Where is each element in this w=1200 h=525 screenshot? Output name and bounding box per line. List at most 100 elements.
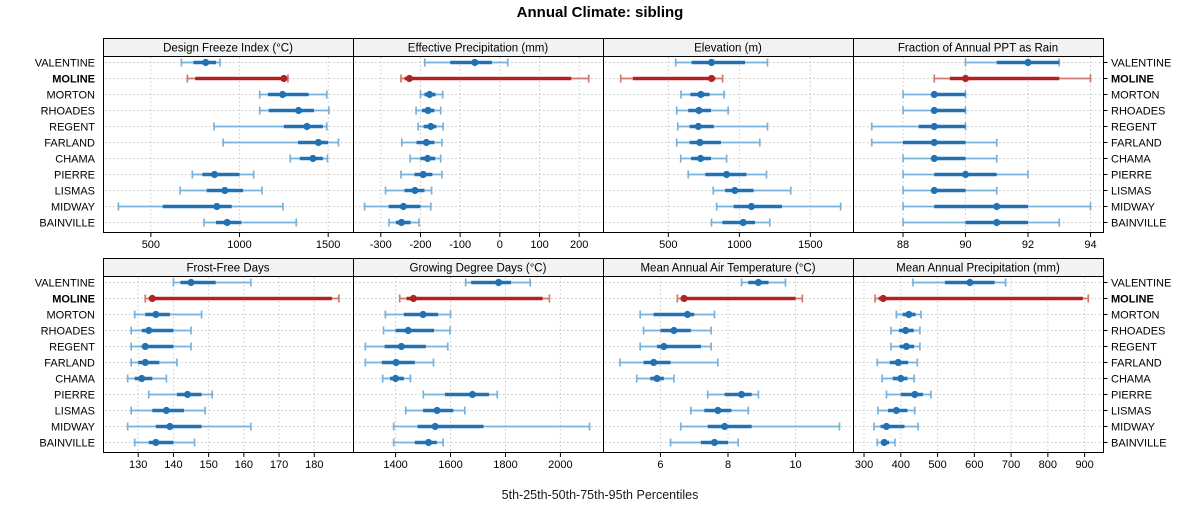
axis-tick-label: 1400 [383, 459, 407, 471]
median-dot [424, 154, 432, 163]
axis-tick-label: 500 [928, 459, 946, 471]
median-dot [911, 390, 919, 399]
median-dot [405, 74, 413, 83]
axis-tick-label: 100 [530, 239, 548, 251]
row-label-left: FARLAND [44, 358, 95, 370]
median-dot [294, 106, 303, 115]
median-dot [739, 218, 747, 227]
axis-tick-label: -200 [409, 239, 431, 251]
median-dot [707, 58, 716, 67]
axis-tick-label: 300 [855, 459, 873, 471]
row-label-left: MORTON [47, 310, 96, 322]
median-dot [183, 390, 192, 399]
median-dot [397, 342, 405, 351]
median-dot [422, 138, 431, 147]
median-dot [424, 106, 432, 115]
panel-box [353, 56, 604, 233]
median-dot [138, 374, 146, 383]
row-label-right: LISMAS [1111, 406, 1151, 418]
median-dot [901, 326, 910, 335]
row-label-right: MOLINE [1111, 74, 1154, 86]
axis-tick-label: 600 [965, 459, 983, 471]
row-label-left: MOLINE [52, 74, 95, 86]
row-label-left: MOLINE [52, 294, 95, 306]
axis-tick-label: 800 [1039, 459, 1057, 471]
row-label-left: REGENT [49, 122, 95, 134]
row-label-left: FARLAND [44, 138, 95, 150]
row-label-left: CHAMA [55, 374, 95, 386]
median-dot [1024, 58, 1032, 67]
median-dot [653, 374, 661, 383]
row-label-left: PIERRE [54, 170, 95, 182]
row-label-left: MORTON [47, 90, 96, 102]
median-dot [930, 90, 938, 99]
axis-tick-label: 500 [142, 239, 160, 251]
median-dot [303, 122, 311, 131]
median-dot [894, 358, 902, 367]
median-dot [166, 422, 174, 431]
median-dot [148, 294, 156, 303]
row-label-left: BAINVILLE [39, 438, 95, 450]
median-dot [722, 170, 731, 179]
axis-tick-label: 1000 [727, 239, 751, 251]
median-dot [696, 138, 704, 147]
median-dot [993, 202, 1001, 211]
panel-title: Elevation (m) [694, 43, 762, 55]
row-label-right: MIDWAY [1111, 202, 1156, 214]
row-label-left: LISMAS [55, 186, 95, 198]
median-dot [930, 186, 938, 195]
axis-tick-label: 88 [897, 239, 909, 251]
axis-tick-label: 8 [725, 459, 731, 471]
median-dot [471, 58, 479, 67]
median-dot [411, 186, 419, 195]
row-label-right: MORTON [1111, 90, 1160, 102]
median-dot [747, 202, 756, 211]
row-label-right: MORTON [1111, 310, 1160, 322]
row-label-right: REGENT [1111, 122, 1157, 134]
row-label-left: PIERRE [54, 390, 95, 402]
axis-tick-label: 700 [1002, 459, 1020, 471]
row-label-left: RHOADES [41, 106, 95, 118]
axis-tick-label: 92 [1022, 239, 1034, 251]
median-dot [880, 438, 888, 447]
axis-tick-label: 130 [129, 459, 147, 471]
median-dot [424, 438, 433, 447]
median-dot [419, 170, 427, 179]
axis-tick-label: 180 [305, 459, 323, 471]
median-dot [930, 138, 938, 147]
median-dot [721, 422, 729, 431]
median-dot [210, 170, 219, 179]
row-label-right: CHAMA [1111, 154, 1151, 166]
median-dot [754, 278, 763, 287]
median-dot [993, 218, 1001, 227]
median-dot [187, 278, 195, 287]
median-dot [279, 90, 287, 99]
median-dot [152, 438, 160, 447]
median-dot [695, 106, 703, 115]
median-dot [404, 326, 412, 335]
axis-tick-label: 1500 [316, 239, 340, 251]
row-label-right: FARLAND [1111, 358, 1162, 370]
row-label-right: BAINVILLE [1111, 438, 1167, 450]
median-dot [879, 294, 887, 303]
axis-tick-label: 10 [789, 459, 801, 471]
axis-tick-label: 1500 [798, 239, 822, 251]
median-dot [714, 406, 722, 415]
median-dot [966, 278, 974, 287]
median-dot [897, 374, 905, 383]
median-dot [707, 74, 716, 83]
median-dot [427, 122, 435, 131]
axis-tick-label: 500 [659, 239, 677, 251]
median-dot [683, 310, 692, 319]
median-dot [141, 358, 149, 367]
median-dot [145, 326, 153, 335]
axis-tick-label: 1600 [438, 459, 462, 471]
median-dot [680, 294, 688, 303]
median-dot [223, 218, 231, 227]
chart-title: Annual Climate: sibling [516, 4, 684, 21]
row-label-right: VALENTINE [1111, 278, 1171, 290]
median-dot [694, 122, 702, 131]
row-label-right: LISMAS [1111, 186, 1151, 198]
row-label-right: MOLINE [1111, 294, 1154, 306]
median-dot [930, 154, 938, 163]
